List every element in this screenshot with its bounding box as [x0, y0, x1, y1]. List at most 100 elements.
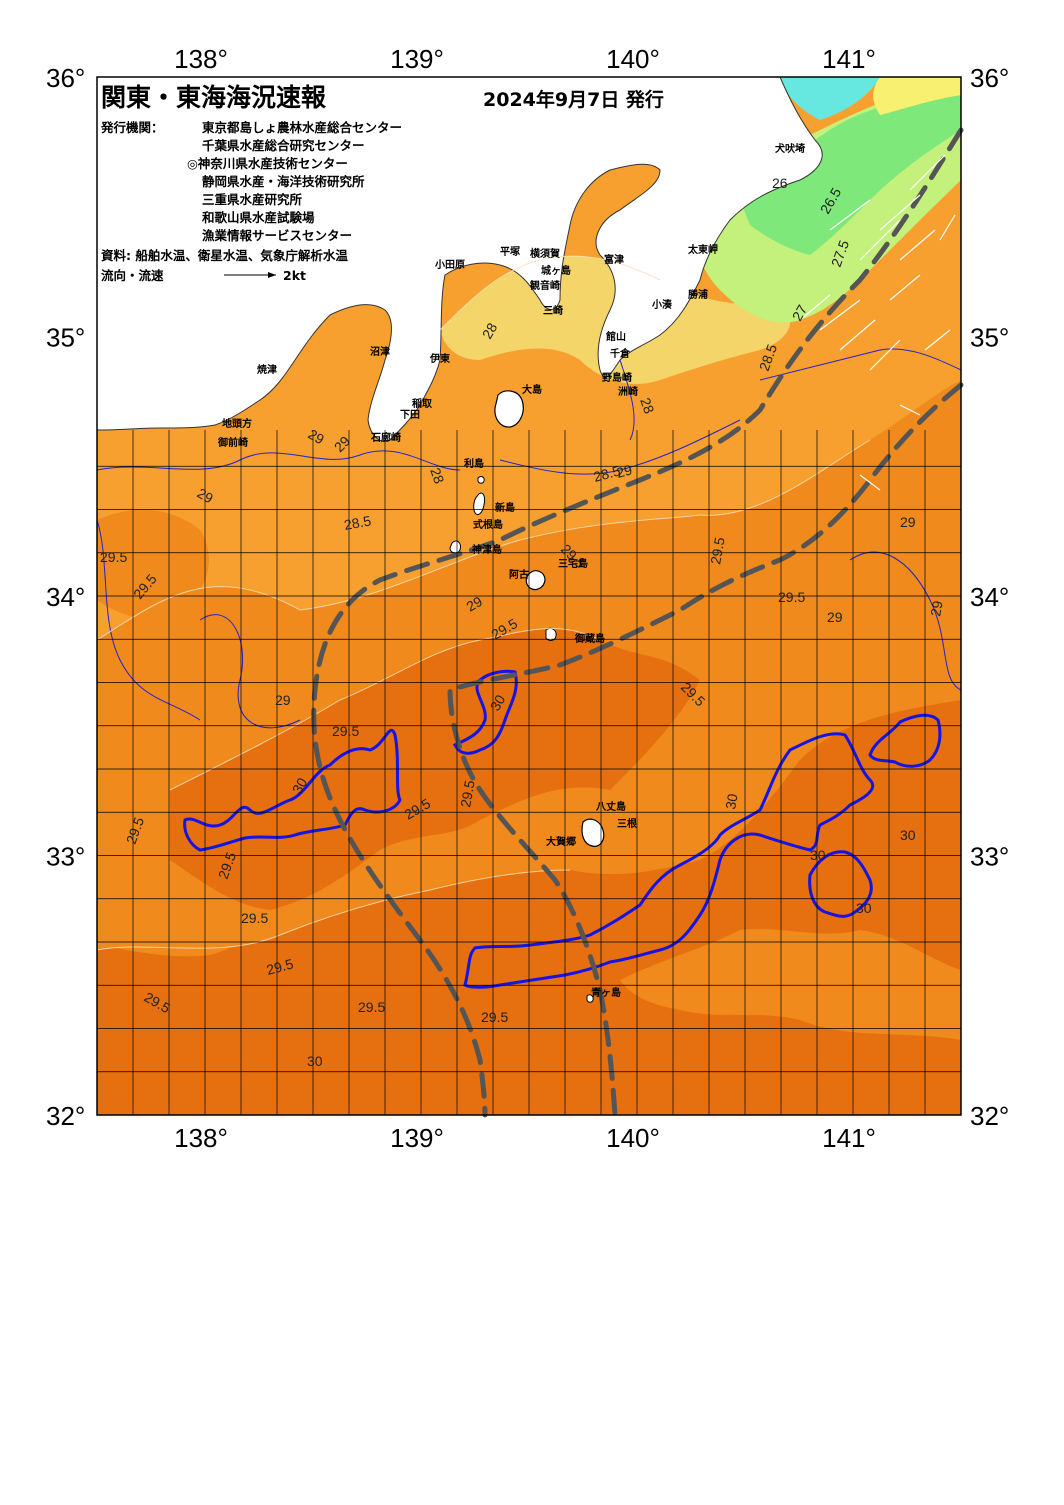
- land-honshu: [96, 76, 823, 442]
- lon-label-top: 139°: [390, 44, 444, 74]
- current-scale-arrowhead: [268, 272, 276, 278]
- isotherm-label: 29.5: [241, 910, 268, 926]
- island-miyakejima: [525, 570, 546, 591]
- place-label: 利島: [464, 457, 484, 470]
- place-label: 式根島: [473, 518, 503, 531]
- place-label: 八丈島: [595, 800, 626, 813]
- publisher-name: 静岡県水産・海洋技術研究所: [202, 174, 365, 189]
- current-scale-value: 2kt: [283, 268, 306, 283]
- place-label: 館山: [605, 330, 626, 343]
- kuroshio-north-branch: [311, 127, 964, 1118]
- island-kozushima: [449, 540, 461, 554]
- isotherm-label: 29: [275, 692, 291, 708]
- lat-label-left: 34°: [46, 582, 85, 612]
- isotherm-label: 27: [789, 302, 811, 324]
- contour-30-mid: [452, 669, 518, 755]
- publisher-name: 三重県水産研究所: [202, 192, 303, 207]
- lon-label-top: 141°: [822, 44, 876, 74]
- isotherm-label: 29: [464, 593, 486, 615]
- place-label: 三根: [617, 817, 637, 830]
- publisher-name: 漁業情報サービスセンター: [202, 228, 352, 243]
- isotherm-label: 29: [827, 609, 843, 625]
- isotherm-label: 29: [195, 485, 217, 507]
- isotherm-label: 30: [487, 692, 509, 714]
- island-hachijojima: [581, 818, 605, 847]
- lon-label-bottom: 138°: [174, 1123, 228, 1153]
- place-label: 稲取: [412, 397, 433, 410]
- place-label: 三宅島: [558, 557, 588, 570]
- isotherm-label: 30: [307, 1053, 323, 1069]
- isotherm-label: 29: [306, 426, 328, 448]
- sea-26-zone: [740, 95, 961, 255]
- isotherm-label: 28: [479, 320, 501, 342]
- isotherm-label: 29.5: [332, 723, 359, 739]
- lat-label-left: 35°: [46, 323, 85, 353]
- graticule: [97, 430, 961, 1115]
- lon-label-top: 138°: [174, 44, 228, 74]
- place-label: 富津: [604, 253, 624, 266]
- place-label: 神津島: [472, 543, 502, 556]
- isotherm-label: 29.5: [707, 536, 728, 566]
- place-label: 野島崎: [602, 371, 632, 384]
- place-label: 観音崎: [530, 279, 560, 292]
- contour-30-south: [463, 732, 874, 989]
- island-toshima: [477, 476, 485, 484]
- lat-label-right: 32°: [970, 1101, 1009, 1131]
- isotherm-label: 29: [900, 514, 916, 530]
- isotherm-label: 29: [927, 599, 945, 617]
- lon-label-bottom: 139°: [390, 1123, 444, 1153]
- place-label: 洲崎: [618, 385, 638, 398]
- axis-labels: 138° 138° 139° 139° 140° 140° 141° 141° 36° 36° 35…: [46, 44, 1009, 1153]
- place-label: 太東岬: [687, 243, 718, 256]
- place-label: 横須賀: [530, 247, 560, 260]
- lat-label-left: 32°: [46, 1101, 85, 1131]
- place-label: 御前崎: [217, 436, 248, 449]
- isotherm-label: 29: [615, 461, 634, 481]
- isotherm-label: 29.5: [457, 779, 478, 809]
- island-mikurajima: [545, 627, 557, 641]
- lat-label-left: 33°: [46, 842, 85, 872]
- lat-label-left: 36°: [46, 63, 85, 93]
- lon-label-bottom: 140°: [606, 1123, 660, 1153]
- kuroshio-axis: [311, 127, 964, 1118]
- isotherm-label: 28.5: [343, 512, 373, 533]
- place-label: 三崎: [543, 304, 563, 317]
- isotherm-label: 29.5: [481, 1009, 508, 1025]
- isotherm-label: 30: [856, 900, 872, 916]
- isotherm-label: 28: [427, 466, 447, 486]
- contour-30-east: [868, 713, 942, 768]
- place-label: 小湊: [651, 298, 673, 311]
- place-label: 大島: [522, 383, 542, 396]
- isotherm-label: 30: [722, 792, 740, 810]
- isotherm-label: 30: [900, 827, 916, 843]
- isotherm-label: 30: [810, 847, 826, 863]
- place-label: 阿古: [509, 568, 529, 581]
- kuroshio-south-branch: [447, 382, 964, 1118]
- publisher-name: 和歌山県水産試験場: [201, 210, 315, 225]
- lat-label-right: 35°: [970, 323, 1009, 353]
- isotherm-label: 26: [772, 175, 788, 191]
- isotherm-label: 29.5: [265, 955, 296, 978]
- isotherm-label: 28.5: [592, 462, 623, 485]
- isotherm-label: 28: [637, 396, 657, 416]
- island-aogashima: [586, 994, 594, 1003]
- lat-label-right: 33°: [970, 842, 1009, 872]
- place-label: 犬吠埼: [775, 142, 805, 155]
- place-label: 焼津: [257, 363, 277, 376]
- issue-date: 2024年9月7日 発行: [483, 88, 664, 111]
- place-label: 城ヶ島: [541, 264, 571, 277]
- publisher-name: 東京都島しょ農林水産総合センター: [202, 120, 402, 135]
- place-label: 御蔵島: [574, 632, 605, 645]
- lat-label-right: 34°: [970, 582, 1009, 612]
- place-label: 伊東: [429, 352, 450, 365]
- current-legend-label: 流向・流速: [101, 268, 164, 283]
- lon-label-bottom: 141°: [822, 1123, 876, 1153]
- place-label: 小田原: [434, 258, 465, 271]
- isotherm-label: 29.5: [778, 589, 805, 605]
- isotherm-label: 30: [289, 775, 311, 797]
- publisher-label: 発行機関：: [100, 120, 164, 135]
- sea-29-5-island-west: [97, 876, 248, 957]
